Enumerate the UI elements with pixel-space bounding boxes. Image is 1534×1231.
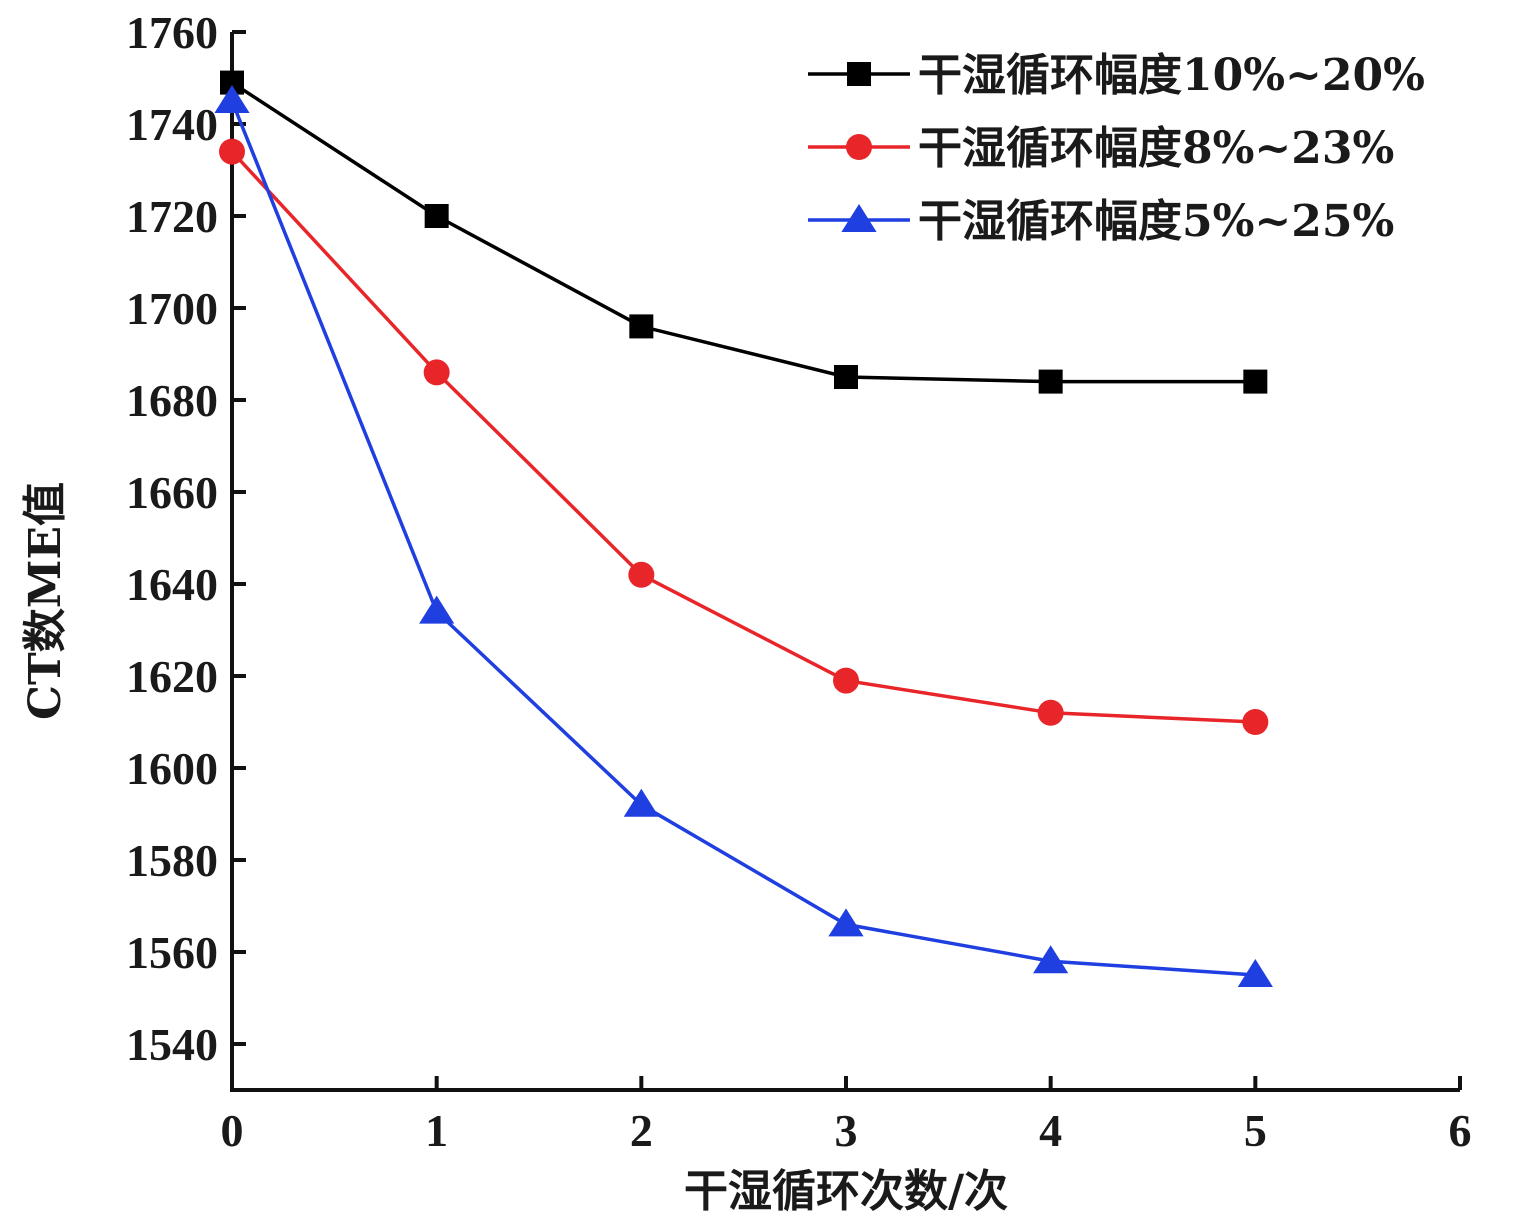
y-tick-label: 1720: [126, 191, 218, 242]
y-tick-label: 1620: [126, 651, 218, 702]
series-layer: [214, 70, 1273, 987]
y-tick-label: 1760: [126, 7, 218, 58]
y-tick-label: 1700: [126, 283, 218, 334]
data-point: [623, 788, 659, 817]
series-line: [231, 81, 1256, 384]
legend-item: 干湿循环幅度8%~23%: [808, 123, 1394, 174]
data-point: [1038, 369, 1063, 394]
legend: 干湿循环幅度10%~20% 干湿循环幅度8%~23% 干湿循环幅度5%~25%: [808, 50, 1425, 247]
legend-item: 干湿循环幅度10%~20%: [808, 50, 1425, 101]
x-tick-label: 0: [221, 1105, 244, 1156]
legend-label: 干湿循环幅度10%~20%: [918, 50, 1425, 101]
x-tick-label: 4: [1039, 1105, 1062, 1156]
data-point: [1037, 699, 1064, 726]
series-triangle: [214, 85, 1273, 987]
series-line: [230, 150, 1256, 724]
data-point: [424, 204, 449, 228]
data-point: [219, 138, 245, 165]
legend-label: 干湿循环幅度5%~25%: [918, 196, 1394, 247]
legend-marker: [847, 62, 871, 86]
x-tick-label: 2: [630, 1105, 653, 1156]
x-tick-label: 1: [425, 1105, 448, 1156]
data-point: [214, 85, 250, 113]
y-tick-label: 1660: [126, 467, 218, 518]
data-point: [423, 359, 450, 386]
series-circle: [219, 138, 1269, 735]
data-point: [628, 561, 655, 588]
data-point: [419, 595, 455, 624]
data-point: [828, 908, 864, 937]
legend-label: 干湿循环幅度8%~23%: [918, 123, 1394, 174]
series-line: [230, 100, 1256, 977]
data-point: [1237, 959, 1273, 987]
data-point: [833, 667, 859, 694]
legend-marker: [841, 204, 877, 232]
x-tick-label: 6: [1449, 1105, 1472, 1156]
legend-item: 干湿循环幅度5%~25%: [808, 196, 1394, 247]
y-tick-label: 1600: [126, 743, 218, 794]
y-tick-label: 1680: [126, 375, 218, 426]
y-tick-label: 1640: [126, 559, 218, 610]
data-point: [1033, 945, 1069, 974]
data-point: [1243, 369, 1268, 394]
x-axis-title: 干湿循环次数/次: [684, 1166, 1008, 1217]
x-tick-label: 3: [835, 1105, 858, 1156]
legend-marker: [846, 134, 872, 160]
data-point: [629, 314, 654, 339]
series-square: [220, 70, 1268, 394]
y-tick-label: 1740: [126, 99, 218, 150]
y-tick-label: 1560: [126, 927, 218, 978]
y-axis-title: CT数ME值: [20, 482, 71, 720]
y-axis-ticks: 1540 1560 1580 1600 1620 1640 1660 1680 1700 1720…: [126, 7, 246, 1070]
data-point: [1242, 709, 1269, 735]
x-axis-ticks: 0 1 2 3 4 5 6: [221, 1076, 1472, 1156]
x-tick-label: 5: [1244, 1105, 1267, 1156]
y-tick-label: 1540: [126, 1019, 218, 1070]
data-point: [834, 365, 858, 389]
y-tick-label: 1580: [126, 835, 218, 886]
